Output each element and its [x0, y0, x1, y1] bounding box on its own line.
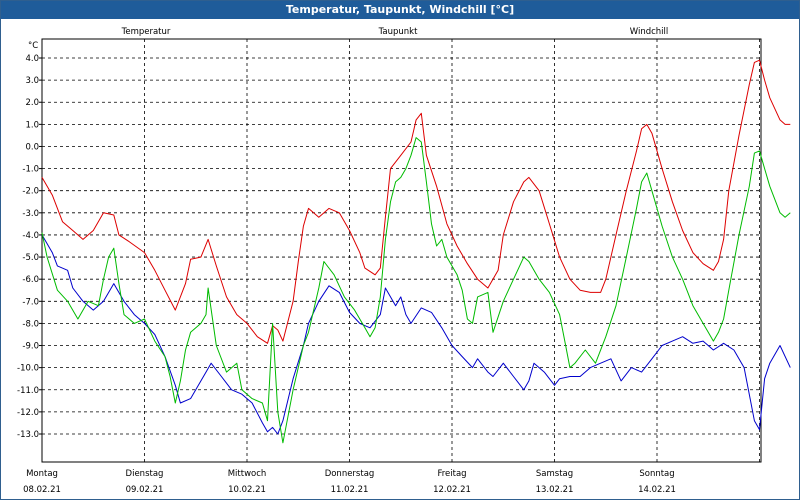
y-tick-label: -7.0 — [22, 297, 39, 307]
y-tick-label: -8.0 — [22, 319, 39, 329]
y-axis-unit: °C — [28, 41, 38, 51]
window-title: Temperatur, Taupunkt, Windchill [°C] — [1, 1, 799, 19]
y-tick-label: -10.0 — [17, 364, 39, 374]
x-date-label: 10.02.21 — [228, 485, 266, 495]
legend: Temperatur Taupunkt Windchill — [121, 27, 669, 37]
x-day-label: Samstag — [536, 469, 573, 479]
x-day-label: Donnerstag — [325, 469, 375, 479]
y-tick-label: -4.0 — [22, 231, 39, 241]
x-day-label: Sonntag — [639, 469, 674, 479]
y-tick-label: -1.0 — [22, 165, 39, 175]
x-date-label: 11.02.21 — [331, 485, 369, 495]
y-tick-label: -9.0 — [22, 342, 39, 352]
x-day-label: Freitag — [437, 469, 466, 479]
y-tick-label: -11.0 — [17, 386, 39, 396]
series-line — [41, 59, 791, 344]
grid-lines — [42, 39, 761, 462]
x-date-label: 08.02.21 — [23, 485, 61, 495]
x-axis: Montag 08.02.21 Dienstag 09.02.21 Mittwoch 10… — [23, 469, 676, 495]
series-line — [41, 234, 791, 435]
y-tick-label: 2.0 — [25, 98, 39, 108]
legend-item: Taupunkt — [378, 27, 418, 37]
x-date-label: 14.02.21 — [638, 485, 676, 495]
x-date-label: 13.02.21 — [536, 485, 574, 495]
y-tick-label: -13.0 — [17, 430, 39, 440]
legend-item: Windchill — [630, 27, 669, 37]
y-tick-label: 4.0 — [25, 54, 39, 64]
x-date-label: 09.02.21 — [126, 485, 164, 495]
plot-frame — [41, 38, 762, 463]
y-tick-label: -12.0 — [17, 408, 39, 418]
y-tick-label: -5.0 — [22, 253, 39, 263]
y-tick-label: 0.0 — [25, 142, 39, 152]
x-date-label: 12.02.21 — [433, 485, 471, 495]
y-tick-label: -6.0 — [22, 275, 39, 285]
y-tick-label: -3.0 — [22, 209, 39, 219]
x-day-label: Dienstag — [126, 469, 164, 479]
y-axis: °C 4.0 3.0 2.0 1.0 0.0 -1.0 -2.0 -3.0 -4.0 -5.0 -6.… — [17, 41, 42, 440]
y-tick-label: -2.0 — [22, 187, 39, 197]
series-line — [41, 137, 791, 444]
x-day-label: Mittwoch — [228, 469, 267, 479]
x-day-label: Montag — [26, 469, 58, 479]
line-chart: °C 4.0 3.0 2.0 1.0 0.0 -1.0 -2.0 -3.0 -4.0 -5.0 -6.… — [17, 27, 791, 495]
legend-item: Temperatur — [121, 27, 171, 37]
data-series — [41, 59, 791, 444]
plot-area — [41, 38, 762, 463]
y-tick-label: 1.0 — [25, 120, 39, 130]
y-tick-label: 3.0 — [25, 76, 39, 86]
